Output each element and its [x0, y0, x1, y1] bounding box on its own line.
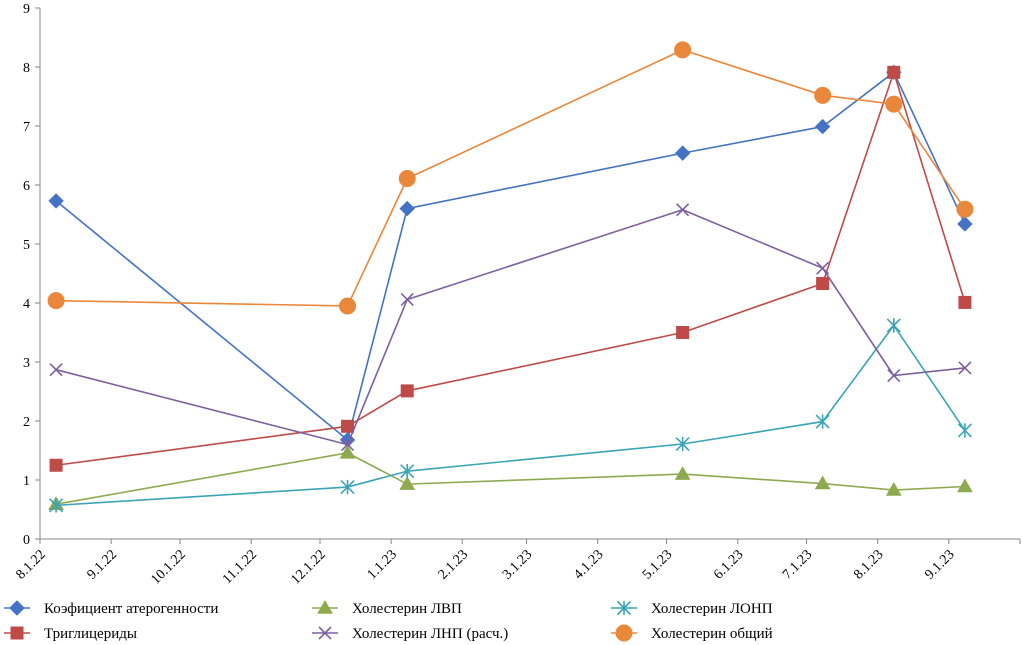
legend-marker — [616, 600, 632, 616]
series-4 — [49, 203, 972, 452]
data-point — [814, 475, 831, 490]
x-tick-label: 8.1.22 — [13, 547, 48, 582]
y-tick-label: 2 — [23, 415, 30, 430]
data-point — [886, 318, 901, 333]
legend-marker — [10, 626, 24, 640]
series-layer — [47, 41, 974, 513]
data-point — [47, 292, 65, 310]
data-point — [340, 479, 355, 495]
series-line — [55, 208, 966, 446]
data-point — [816, 277, 830, 291]
series-line — [55, 69, 966, 467]
x-tick-label: 11.1.22 — [220, 547, 260, 587]
series-1 — [48, 444, 973, 510]
x-tick-label: 4.1.23 — [571, 547, 606, 582]
legend-label: Триглицериды — [44, 626, 137, 642]
legend-label: Холестерин ЛОНП — [651, 601, 773, 617]
legend-marker — [9, 600, 25, 616]
data-point — [339, 444, 356, 459]
legend-item: Холестерин ЛОНП — [611, 600, 773, 617]
legend-item: Холестерин общий — [611, 624, 773, 642]
y-tick-label: 9 — [23, 2, 30, 17]
data-point — [398, 170, 416, 188]
data-point — [48, 193, 64, 209]
data-point — [399, 476, 416, 490]
data-point — [49, 458, 63, 472]
data-point — [399, 200, 415, 217]
x-tick-label: 2.1.23 — [436, 547, 471, 582]
legend-marker — [317, 599, 333, 614]
data-point — [674, 466, 691, 480]
data-point — [400, 384, 414, 398]
y-tick-label: 8 — [23, 61, 30, 76]
legend-label: Холестерин ЛВП — [352, 601, 462, 617]
data-point — [400, 464, 415, 479]
legend-item: Холестерин ЛНП (расч.) — [312, 626, 508, 642]
x-tick-label: 7.1.23 — [780, 547, 815, 582]
data-point — [958, 361, 972, 375]
data-point — [956, 200, 974, 218]
x-tick-label: 9.1.22 — [85, 547, 120, 582]
data-point — [816, 261, 830, 275]
y-tick-label: 1 — [23, 474, 30, 489]
series-5 — [47, 41, 974, 315]
legend-item: Коэфициент атерогенности — [4, 600, 218, 617]
y-tick-label: 5 — [23, 238, 30, 253]
legend-item: Триглицериды — [4, 626, 137, 642]
legend-item: Холестерин ЛВП — [312, 599, 462, 617]
y-tick-label: 6 — [23, 179, 30, 194]
legend-label: Коэфициент атерогенности — [44, 601, 218, 617]
data-point — [674, 145, 691, 161]
x-tick-label: 9.1.23 — [922, 547, 957, 582]
y-tick-label: 0 — [23, 533, 30, 548]
data-point — [675, 436, 690, 452]
y-tick-label: 3 — [23, 356, 30, 371]
data-point — [400, 292, 414, 307]
data-point — [958, 295, 972, 309]
series-3 — [49, 65, 972, 472]
x-tick-label: 3.1.23 — [500, 547, 535, 582]
series-0 — [48, 64, 973, 448]
legend-label: Холестерин общий — [651, 626, 773, 642]
data-point — [674, 41, 692, 59]
x-tick-label: 6.1.23 — [711, 547, 746, 582]
data-point — [339, 297, 357, 315]
legend-marker — [615, 624, 633, 642]
x-tick-label: 12.1.22 — [289, 547, 329, 587]
data-point — [887, 369, 901, 383]
data-point — [341, 419, 355, 433]
x-tick-label: 10.1.22 — [149, 547, 189, 587]
legend-label: Холестерин ЛНП (расч.) — [352, 626, 508, 642]
series-2 — [48, 318, 972, 513]
x-tick-label: 5.1.23 — [640, 547, 675, 582]
data-point — [49, 363, 63, 377]
legend: Коэфициент атерогенности Холестерин ЛВП Хо… — [4, 599, 773, 642]
x-tick-label: 8.1.23 — [851, 547, 886, 582]
data-point — [676, 326, 690, 339]
x-tick-label: 1.1.23 — [365, 547, 400, 582]
data-point — [957, 423, 972, 438]
data-point — [957, 478, 973, 493]
data-point — [48, 498, 64, 513]
data-point — [957, 216, 973, 232]
data-point — [340, 438, 355, 452]
legend-marker — [318, 626, 332, 640]
axes: 0 1 2 3 4 5 6 7 8 9 8.1.22 9.1.22 10.1.22 11.1.22 12.1… — [13, 2, 1021, 588]
data-point — [814, 118, 831, 135]
data-point — [815, 414, 830, 429]
data-point — [676, 203, 690, 217]
data-point — [885, 482, 902, 496]
data-point — [885, 95, 903, 113]
y-tick-label: 4 — [23, 297, 30, 312]
y-tick-label: 7 — [23, 120, 30, 135]
data-point — [887, 65, 901, 79]
data-point — [814, 86, 832, 104]
